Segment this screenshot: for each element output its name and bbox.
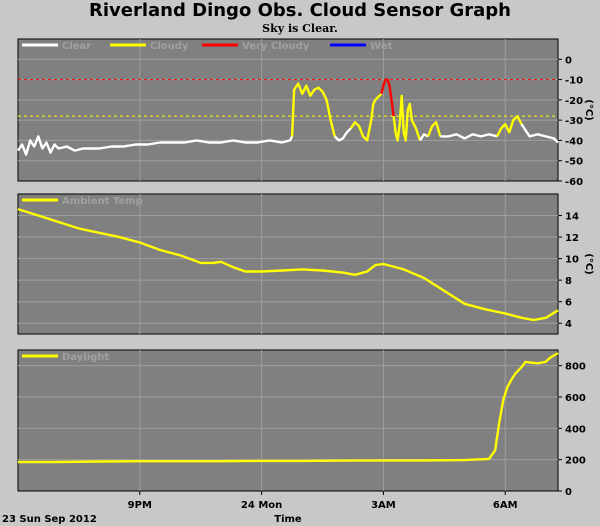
chart-title: Riverland Dingo Obs. Cloud Sensor Graph xyxy=(89,0,511,21)
y-tick-label: 6 xyxy=(565,298,572,309)
plot-area-cloud xyxy=(17,38,559,182)
y-tick-label: 800 xyxy=(565,362,586,373)
series-line-cloudy xyxy=(370,92,383,121)
y-tick-label: -50 xyxy=(565,157,583,168)
y-tick-label: -60 xyxy=(565,177,583,188)
series-line-clear xyxy=(520,123,559,144)
x-tick-label: 24 Mon xyxy=(241,500,282,511)
series-line-clear xyxy=(17,135,294,156)
y-unit-label: (°C) xyxy=(583,99,594,120)
y-tick-label: 0 xyxy=(565,487,572,498)
plot-area-daylight xyxy=(17,349,559,492)
panel-cloud: 0 -10 -20 -30 -40 -50 -60 Clear Cloudy Very Cloud… xyxy=(17,38,594,188)
y-tick-label: 200 xyxy=(565,456,586,467)
y-tick-label: 4 xyxy=(565,319,572,330)
y-tick-label: -20 xyxy=(565,96,583,107)
y-tick-label: 10 xyxy=(565,255,579,266)
series-line-cloudy xyxy=(392,94,422,142)
series-line-daylight xyxy=(18,352,559,464)
y-tick-label: -30 xyxy=(565,116,583,127)
series-line-ambient-temp xyxy=(17,207,559,322)
legend-label: Wet xyxy=(370,41,392,52)
legend-label: Ambient Temp xyxy=(62,196,143,207)
sky-status: Sky is Clear. xyxy=(262,22,338,35)
y-tick-label: 600 xyxy=(565,393,586,404)
legend-label: Daylight xyxy=(62,352,109,363)
series-line-clear xyxy=(418,133,429,142)
series-line-cloudy xyxy=(426,120,442,137)
panel-daylight: 0 200 400 600 800 Daylight xyxy=(17,349,586,498)
panel-ambient: 4 6 8 10 12 14 Ambient Temp (°C) xyxy=(17,193,594,335)
legend-label: Clear xyxy=(62,41,91,52)
x-axis-title: Time xyxy=(274,514,302,525)
y-tick-label: 400 xyxy=(565,424,586,435)
legend-label: Very Cloudy xyxy=(242,41,310,52)
series-line-clear xyxy=(440,133,498,140)
x-tick-label: 9PM xyxy=(128,500,152,511)
legend-label: Cloudy xyxy=(150,41,189,52)
y-tick-label: 12 xyxy=(565,233,579,244)
x-start-date: 23 Sun Sep 2012 xyxy=(2,514,97,525)
x-tick-label: 3AM xyxy=(371,500,396,511)
y-tick-label: -10 xyxy=(565,76,583,87)
series-line-cloudy xyxy=(349,119,373,142)
series-line-very-cloudy xyxy=(380,78,395,117)
y-tick-label: 14 xyxy=(565,212,579,223)
x-tick-label: 6AM xyxy=(493,500,518,511)
y-unit-label: (°C) xyxy=(583,253,594,274)
y-tick-label: 0 xyxy=(565,55,572,66)
y-tick-label: -40 xyxy=(565,136,583,147)
series-line-cloudy xyxy=(496,114,523,137)
series-line-cloudy xyxy=(290,82,336,137)
series-line-clear xyxy=(333,127,352,142)
plot-area-ambient xyxy=(17,193,559,335)
y-tick-label: 8 xyxy=(565,276,572,287)
